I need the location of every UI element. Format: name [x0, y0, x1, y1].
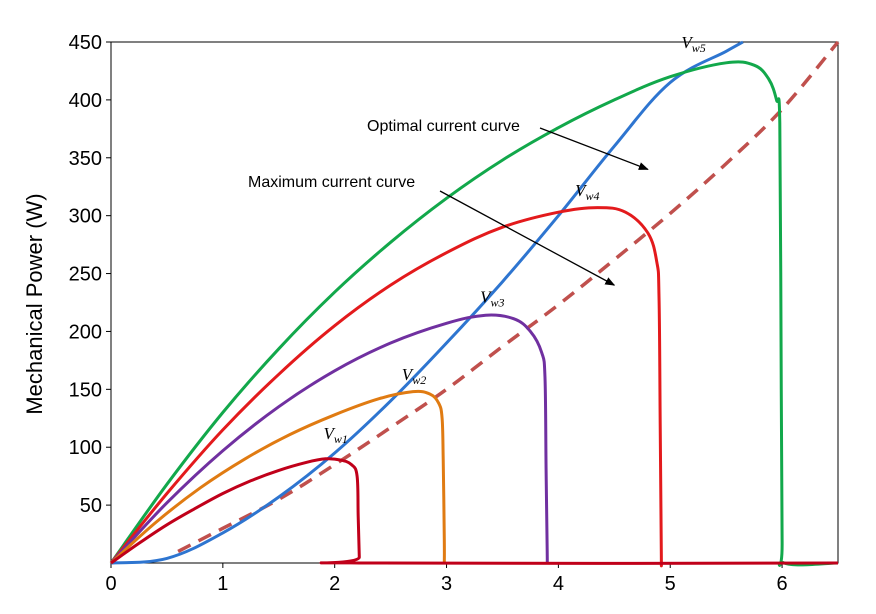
series-line-vw5 [109, 60, 839, 567]
series-line-vw4 [109, 206, 663, 568]
y-tick-label: 300 [69, 206, 102, 228]
series-label-layer: Vw1 Vw2 Vw3 Vw4 Vw5 [324, 33, 706, 446]
series-label: Vw5 [681, 33, 705, 55]
series-line-vw1 [110, 457, 839, 565]
y-tick-label: 150 [69, 379, 102, 401]
y-tick-label: 200 [69, 321, 102, 343]
series-layer [109, 40, 840, 568]
series-line-vw3 [109, 313, 549, 565]
annotation-arrow [439, 190, 616, 286]
x-tick-label: 3 [441, 573, 452, 595]
y-tick-label: 350 [69, 148, 102, 170]
annotation-layer: Optimal current curve Maximum current cur… [248, 118, 649, 286]
x-axis: 0 1 2 3 4 5 6 [105, 563, 788, 595]
series-label: Vw1 [324, 424, 348, 446]
series-line-vw2 [109, 389, 446, 565]
y-tick-label: 250 [69, 264, 102, 286]
annotation-label: Optimal current curve [367, 118, 520, 135]
y-axis-title: Mechanical Power (W) [22, 193, 47, 414]
series-line-optimal-current-curve [110, 40, 744, 565]
series-label: Vw2 [402, 365, 426, 387]
y-axis: 50 100 150 200 250 300 350 400 450 [69, 32, 111, 517]
y-tick-label: 50 [80, 495, 102, 517]
annotation-arrow [539, 127, 649, 170]
x-tick-label: 1 [217, 573, 228, 595]
x-tick-label: 0 [105, 573, 116, 595]
series-label: Vw3 [480, 288, 504, 310]
y-tick-label: 400 [69, 90, 102, 112]
x-tick-label: 2 [329, 573, 340, 595]
y-tick-label: 450 [69, 32, 102, 54]
x-tick-label: 5 [665, 573, 676, 595]
x-tick-label: 4 [553, 573, 564, 595]
y-tick-label: 100 [69, 437, 102, 459]
series-line-maximum-current-curve [177, 40, 840, 553]
annotation-label: Maximum current curve [248, 174, 415, 191]
series-label: Vw4 [575, 181, 599, 203]
x-tick-label: 6 [777, 573, 788, 595]
